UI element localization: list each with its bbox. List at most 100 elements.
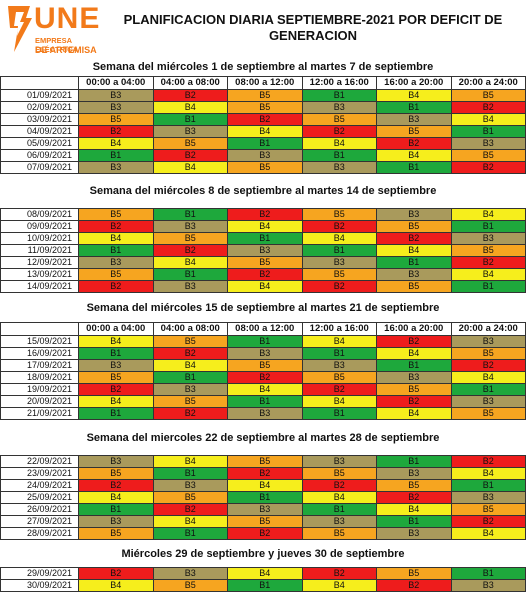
- block-cell: B2: [154, 408, 229, 420]
- block-cell: B3: [79, 360, 154, 372]
- block-cell: B2: [228, 528, 303, 540]
- date-cell: 27/09/2021: [1, 516, 79, 528]
- block-cell: B1: [303, 245, 378, 257]
- block-cell: B1: [79, 408, 154, 420]
- block-cell: B3: [228, 504, 303, 516]
- week-title: Semana del miércoles 15 de septiembre al…: [0, 293, 526, 322]
- block-cell: B4: [79, 492, 154, 504]
- block-cell: B1: [228, 580, 303, 592]
- block-cell: B1: [377, 456, 452, 468]
- block-cell: B2: [303, 221, 378, 233]
- block-cell: B2: [79, 281, 154, 293]
- date-cell: 08/09/2021: [1, 209, 79, 221]
- block-cell: B5: [228, 360, 303, 372]
- block-cell: B2: [452, 360, 526, 372]
- block-cell: B1: [154, 372, 229, 384]
- block-cell: B3: [79, 257, 154, 269]
- date-cell: 15/09/2021: [1, 336, 79, 348]
- block-cell: B5: [303, 468, 378, 480]
- date-cell: 04/09/2021: [1, 126, 79, 138]
- block-cell: B3: [154, 126, 229, 138]
- time-slot-header: 08:00 a 12:00: [228, 77, 303, 90]
- block-cell: B4: [154, 162, 229, 174]
- block-cell: B2: [154, 90, 229, 102]
- corner-cell: [1, 77, 79, 90]
- date-cell: 09/09/2021: [1, 221, 79, 233]
- block-cell: B1: [377, 162, 452, 174]
- block-cell: B4: [228, 126, 303, 138]
- block-cell: B5: [154, 336, 229, 348]
- block-cell: B3: [228, 150, 303, 162]
- block-cell: B4: [303, 580, 378, 592]
- block-cell: B4: [154, 257, 229, 269]
- block-cell: B2: [303, 480, 378, 492]
- block-cell: B5: [452, 245, 526, 257]
- block-cell: B5: [377, 480, 452, 492]
- block-cell: B1: [228, 233, 303, 245]
- block-cell: B2: [377, 233, 452, 245]
- date-cell: 05/09/2021: [1, 138, 79, 150]
- block-cell: B2: [377, 492, 452, 504]
- time-slot-header: 20:00 a 24:00: [452, 323, 526, 336]
- block-cell: B4: [228, 384, 303, 396]
- week-title: Miércoles 29 de septiembre y jueves 30 d…: [0, 540, 526, 567]
- block-cell: B4: [452, 114, 526, 126]
- block-cell: B1: [228, 138, 303, 150]
- time-slot-header: 04:00 a 08:00: [154, 77, 229, 90]
- block-cell: B1: [154, 468, 229, 480]
- weeks: Semana del miércoles 1 de septiembre al …: [0, 58, 526, 592]
- block-cell: B2: [79, 480, 154, 492]
- title: PLANIFICACION DIARIA SEPTIEMBRE-2021 POR…: [104, 12, 522, 44]
- block-cell: B4: [79, 396, 154, 408]
- block-cell: B3: [79, 102, 154, 114]
- date-cell: 01/09/2021: [1, 90, 79, 102]
- corner-cell: [1, 323, 79, 336]
- block-cell: B3: [452, 580, 526, 592]
- block-cell: B2: [228, 468, 303, 480]
- block-cell: B5: [303, 528, 378, 540]
- date-cell: 25/09/2021: [1, 492, 79, 504]
- block-cell: B4: [228, 281, 303, 293]
- company-line: DE ARTEMISA: [35, 45, 97, 55]
- block-cell: B4: [154, 516, 229, 528]
- block-cell: B1: [154, 269, 229, 281]
- block-cell: B1: [303, 504, 378, 516]
- date-cell: 28/09/2021: [1, 528, 79, 540]
- block-cell: B2: [452, 162, 526, 174]
- block-cell: B2: [303, 126, 378, 138]
- date-cell: 16/09/2021: [1, 348, 79, 360]
- block-cell: B3: [154, 568, 229, 580]
- date-cell: 26/09/2021: [1, 504, 79, 516]
- date-cell: 23/09/2021: [1, 468, 79, 480]
- block-cell: B2: [228, 372, 303, 384]
- date-cell: 19/09/2021: [1, 384, 79, 396]
- date-cell: 30/09/2021: [1, 580, 79, 592]
- block-cell: B3: [154, 384, 229, 396]
- block-cell: B3: [452, 138, 526, 150]
- block-cell: B2: [228, 114, 303, 126]
- block-cell: B2: [377, 336, 452, 348]
- block-cell: B5: [79, 372, 154, 384]
- block-cell: B4: [452, 269, 526, 281]
- block-cell: B5: [377, 221, 452, 233]
- block-cell: B4: [303, 233, 378, 245]
- block-cell: B3: [303, 102, 378, 114]
- time-slot-header: 08:00 a 12:00: [228, 323, 303, 336]
- block-cell: B3: [79, 456, 154, 468]
- block-cell: B1: [452, 384, 526, 396]
- block-cell: B2: [452, 102, 526, 114]
- block-cell: B1: [228, 492, 303, 504]
- time-slot-header: 00:00 a 04:00: [79, 77, 154, 90]
- block-cell: B4: [154, 456, 229, 468]
- block-cell: B5: [228, 90, 303, 102]
- block-cell: B3: [228, 408, 303, 420]
- block-cell: B5: [154, 138, 229, 150]
- block-cell: B3: [377, 209, 452, 221]
- time-slot-header: 12:00 a 16:00: [303, 77, 378, 90]
- block-cell: B4: [303, 492, 378, 504]
- date-cell: 20/09/2021: [1, 396, 79, 408]
